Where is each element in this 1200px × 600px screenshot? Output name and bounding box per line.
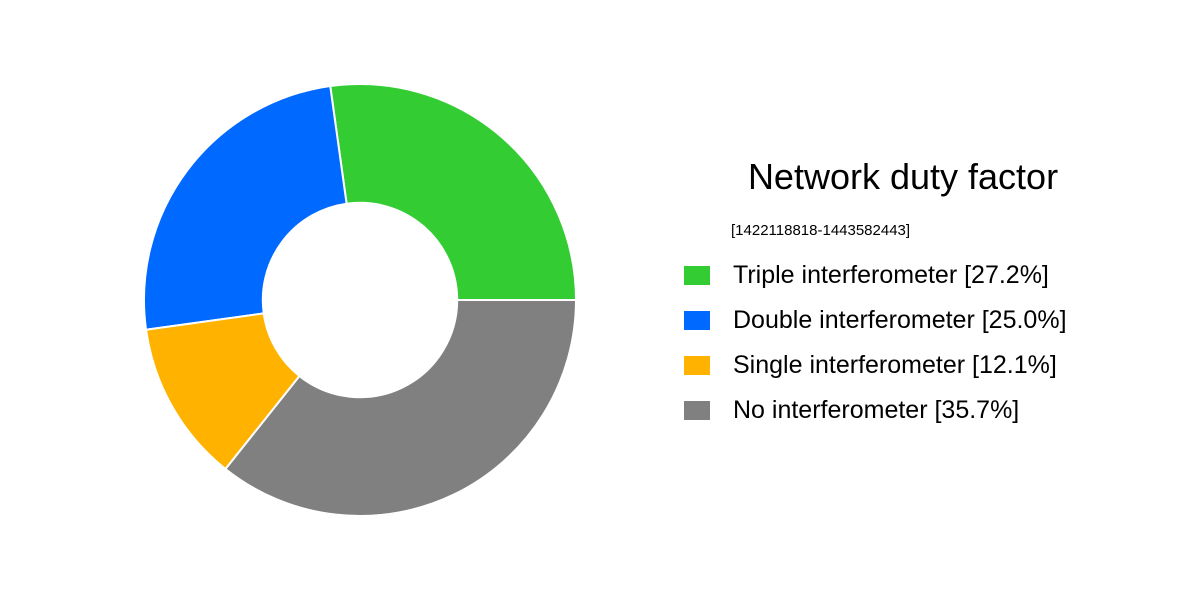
legend-item-single-interferometer: Single interferometer [12.1%] xyxy=(684,343,1067,388)
chart-title: Network duty factor xyxy=(747,156,1059,197)
legend-item-double-interferometer: Double interferometer [25.0%] xyxy=(684,298,1067,343)
legend-swatch xyxy=(684,401,710,420)
legend-swatch xyxy=(684,266,710,285)
legend-label: Single interferometer [12.1%] xyxy=(733,351,1057,379)
legend-label: Double interferometer [25.0%] xyxy=(733,306,1067,334)
chart-subtitle-time-range: [1422118818-1443582443] xyxy=(731,222,911,239)
legend-item-triple-interferometer: Triple interferometer [27.2%] xyxy=(684,253,1067,298)
legend-label: Triple interferometer [27.2%] xyxy=(733,261,1049,289)
legend-swatch xyxy=(684,356,710,375)
chart-legend: Triple interferometer [27.2%] Double int… xyxy=(684,253,1067,433)
legend-swatch xyxy=(684,311,710,330)
pie-slice-single-interferometer xyxy=(144,312,301,471)
pie-slice-triple-interferometer xyxy=(329,83,578,301)
legend-label: No interferometer [35.7%] xyxy=(733,396,1020,424)
pie-slice-no-interferometer xyxy=(224,299,578,518)
legend-item-no-interferometer: No interferometer [35.7%] xyxy=(684,388,1067,433)
pie-slice-double-interferometer xyxy=(143,84,348,331)
